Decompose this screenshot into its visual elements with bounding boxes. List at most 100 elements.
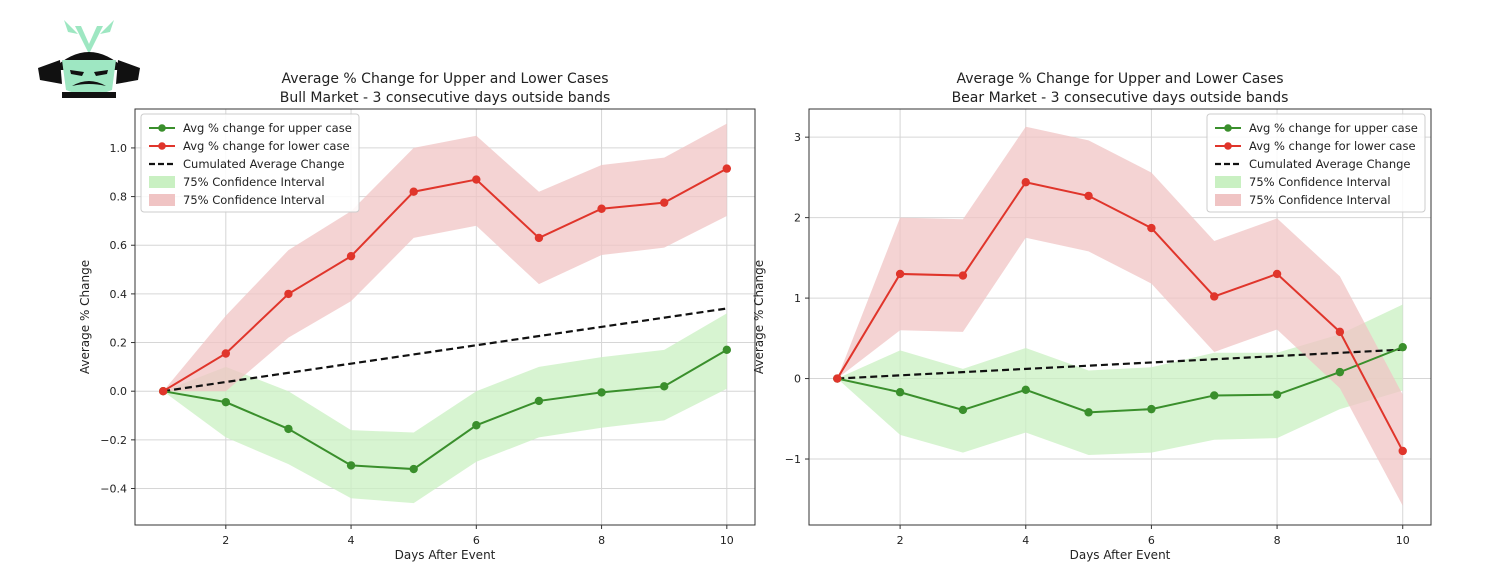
lower-case-point	[346, 251, 356, 261]
upper-case-line	[837, 346, 1404, 414]
upper-case-point	[958, 405, 968, 415]
samurai-logo	[38, 20, 140, 98]
upper-case-point	[597, 388, 606, 397]
lower-case-point	[534, 233, 544, 243]
upper-case-point	[221, 397, 231, 407]
lower-case-point	[833, 374, 842, 383]
chart-title: Average % Change for Upper and Lower Cas…	[956, 71, 1283, 87]
lower-case-point	[958, 271, 968, 280]
legend-box	[140, 113, 360, 213]
lower-case-point	[221, 349, 231, 358]
upper-case-point	[1084, 408, 1093, 417]
legend-upper-ci-swatch	[1215, 176, 1241, 188]
y-axis-label: Average % Change	[78, 260, 92, 374]
legend-lower-ci-label: 75% Confidence Interval	[1249, 193, 1391, 207]
x-tick-label: 10	[1396, 534, 1410, 547]
legend-cumulative-label: Cumulated Average Change	[183, 157, 345, 171]
legend-lower-ci-label: 75% Confidence Interval	[183, 193, 325, 207]
cumulative-average-line	[837, 348, 1403, 380]
lower-case-point	[597, 204, 606, 213]
upper-case-point	[1398, 342, 1407, 352]
upper-case-point	[346, 461, 356, 470]
upper-case-point	[659, 382, 669, 391]
lower-case-point	[158, 386, 168, 396]
legend-lower-ci-swatch	[149, 194, 175, 206]
y-tick-label: 0.2	[110, 337, 128, 350]
lower-case-point	[722, 164, 732, 173]
lower-case-point	[895, 269, 905, 279]
x-tick-label: 8	[598, 534, 605, 547]
upper-case-point	[284, 424, 293, 434]
upper-case-point	[409, 464, 418, 474]
x-tick-label: 2	[897, 534, 904, 547]
lower-case-point	[659, 198, 669, 207]
lower-case-point	[1272, 269, 1282, 279]
lower-confidence-band	[837, 126, 1403, 506]
y-tick-label: −1	[785, 453, 801, 466]
lower-case-point	[284, 289, 293, 299]
upper-case-line	[163, 348, 728, 471]
y-tick-label: 1	[794, 292, 801, 305]
legend-upper-case-marker	[1224, 124, 1232, 132]
legend-lower-case-marker	[1224, 142, 1232, 150]
legend-lower-case-label: Avg % change for lower case	[183, 139, 350, 153]
legend-upper-case-marker	[158, 124, 166, 132]
x-tick-label: 10	[720, 534, 734, 547]
chart-subtitle: Bear Market - 3 consecutive days outside…	[952, 90, 1289, 106]
lower-case-point	[1084, 191, 1093, 201]
legend-upper-ci-swatch	[149, 176, 175, 188]
lower-case-point	[1398, 446, 1407, 456]
x-tick-label: 4	[1022, 534, 1029, 547]
y-tick-label: 3	[794, 131, 801, 144]
x-tick-label: 4	[348, 534, 355, 547]
x-axis-label: Days After Event	[1070, 548, 1171, 562]
upper-case-point	[722, 345, 732, 355]
legend: Avg % change for upper case Avg % change …	[1206, 113, 1426, 213]
y-tick-label: 0	[794, 373, 801, 386]
legend-lower-case-label: Avg % change for lower case	[1249, 139, 1416, 153]
lower-case-line	[836, 181, 1404, 452]
y-tick-label: 0.6	[110, 239, 128, 252]
lower-case-point	[1210, 292, 1219, 301]
lower-case-point	[472, 175, 481, 184]
upper-confidence-band	[163, 313, 727, 504]
legend-cumulative-label: Cumulated Average Change	[1249, 157, 1411, 171]
lower-case-point	[1021, 178, 1030, 187]
legend: Avg % change for upper case Avg % change …	[140, 113, 360, 213]
legend-box	[1206, 113, 1426, 213]
x-tick-label: 6	[473, 534, 480, 547]
x-tick-label: 6	[1148, 534, 1155, 547]
y-tick-label: 1.0	[110, 142, 128, 155]
upper-case-point	[1335, 367, 1345, 377]
lower-case-point	[1335, 327, 1345, 337]
upper-case-point	[895, 388, 905, 397]
chart-2: Average % Change for Upper and Lower Cas…	[752, 71, 1432, 562]
y-tick-label: −0.2	[100, 434, 127, 447]
upper-case-point	[1210, 391, 1219, 400]
lower-confidence-band	[163, 123, 727, 392]
x-tick-label: 2	[222, 534, 229, 547]
samurai-helmet-icon	[38, 20, 140, 98]
upper-case-point	[1021, 385, 1030, 395]
legend-upper-case-label: Avg % change for upper case	[183, 121, 352, 135]
chart-subtitle: Bull Market - 3 consecutive days outside…	[280, 90, 611, 106]
cumulative-average-line	[163, 307, 727, 393]
legend-upper-case-label: Avg % change for upper case	[1249, 121, 1418, 135]
upper-case-point	[472, 421, 481, 430]
lower-case-point	[1147, 223, 1156, 233]
x-axis-label: Days After Event	[395, 548, 496, 562]
upper-case-point	[1147, 404, 1156, 414]
x-tick-label: 8	[1274, 534, 1281, 547]
y-tick-label: 0.4	[110, 288, 128, 301]
legend-upper-ci-label: 75% Confidence Interval	[1249, 175, 1391, 189]
legend-lower-case-marker	[158, 142, 166, 150]
upper-case-point	[534, 396, 544, 406]
y-tick-label: 0.0	[110, 385, 128, 398]
legend-upper-ci-label: 75% Confidence Interval	[183, 175, 325, 189]
chart-title: Average % Change for Upper and Lower Cas…	[281, 71, 608, 87]
plot-frame	[134, 108, 756, 526]
y-axis-label: Average % Change	[752, 260, 766, 374]
y-tick-label: 2	[794, 212, 801, 225]
upper-confidence-band	[837, 304, 1403, 455]
